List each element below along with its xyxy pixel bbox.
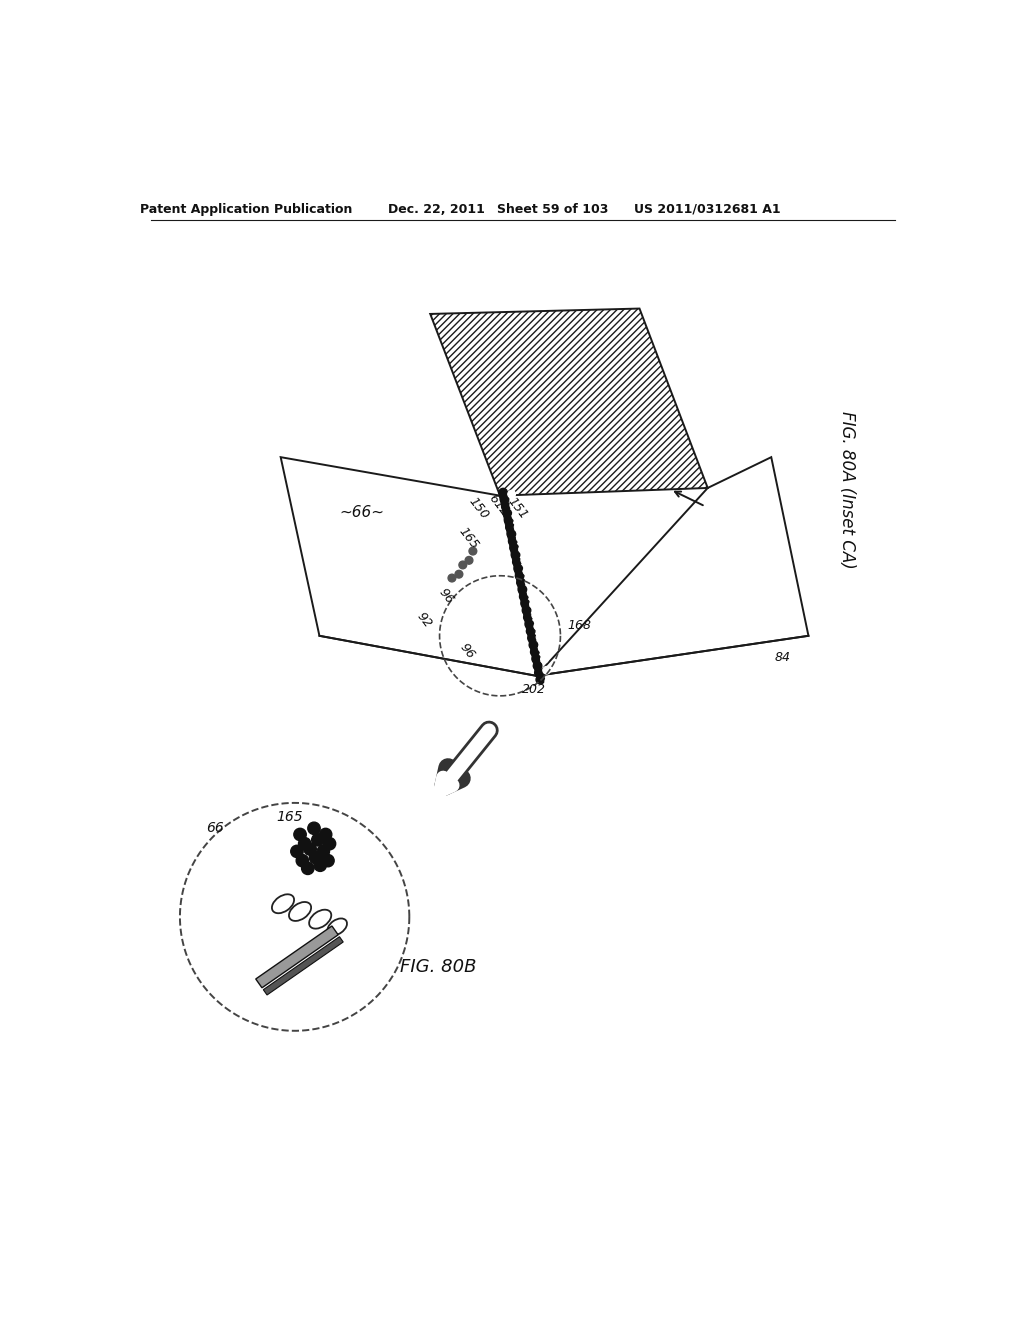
Text: 168: 168 [567,619,591,631]
Circle shape [523,568,530,576]
Circle shape [515,572,524,579]
Circle shape [324,837,336,850]
Circle shape [526,627,535,635]
Text: FIG. 80B: FIG. 80B [399,958,476,975]
Circle shape [516,535,524,543]
Circle shape [521,599,529,607]
Circle shape [537,634,544,642]
Circle shape [513,557,521,566]
Circle shape [500,495,509,504]
Circle shape [514,523,522,531]
Circle shape [499,488,507,496]
Text: 202: 202 [522,684,546,696]
Circle shape [522,606,530,615]
Text: 96: 96 [435,586,456,606]
Circle shape [508,490,515,498]
Circle shape [539,644,546,652]
Circle shape [530,648,539,656]
Text: Patent Application Publication: Patent Application Publication [139,203,352,215]
Polygon shape [430,309,708,496]
Text: 84: 84 [775,651,791,664]
Circle shape [535,668,543,677]
Circle shape [509,537,517,545]
Circle shape [322,854,334,867]
Circle shape [465,557,473,564]
Text: 96: 96 [457,642,477,661]
Circle shape [523,612,532,622]
Circle shape [527,634,537,643]
Circle shape [296,854,308,867]
Circle shape [511,550,520,560]
Circle shape [505,516,513,524]
Circle shape [531,611,540,619]
Text: 151: 151 [505,495,529,523]
Circle shape [291,845,303,858]
Bar [256,925,338,987]
Circle shape [308,822,321,834]
Circle shape [534,622,542,630]
Circle shape [518,585,526,594]
Circle shape [527,589,536,597]
Circle shape [506,523,514,532]
Bar [263,937,343,995]
Text: 66: 66 [206,821,223,836]
Polygon shape [537,457,809,676]
Circle shape [510,502,518,510]
Circle shape [309,851,322,863]
Circle shape [534,661,542,671]
Circle shape [529,640,538,649]
Circle shape [314,859,327,871]
Circle shape [529,601,538,609]
Circle shape [510,544,518,552]
Circle shape [519,593,528,601]
Ellipse shape [328,919,347,936]
Ellipse shape [289,902,311,921]
Circle shape [502,502,510,511]
Circle shape [536,676,545,684]
Circle shape [317,845,330,858]
Text: 612: 612 [486,491,511,519]
Text: 165: 165 [275,809,302,824]
Circle shape [319,829,332,841]
Text: FIG. 80A (Inset CA): FIG. 80A (Inset CA) [839,411,856,569]
Circle shape [543,667,551,675]
Circle shape [449,574,456,582]
Text: 92: 92 [414,610,434,631]
Circle shape [521,556,528,564]
Circle shape [507,529,516,539]
Circle shape [302,862,314,875]
Circle shape [299,837,311,850]
Circle shape [311,834,324,846]
Text: Dec. 22, 2011: Dec. 22, 2011 [388,203,485,215]
Circle shape [519,545,526,553]
Circle shape [180,803,410,1031]
Circle shape [514,565,522,573]
Circle shape [517,578,525,587]
Circle shape [503,510,512,517]
Circle shape [512,512,520,520]
Circle shape [545,677,553,685]
Polygon shape [281,457,537,676]
Circle shape [531,655,541,663]
Circle shape [541,655,548,663]
Text: US 2011/0312681 A1: US 2011/0312681 A1 [635,203,781,215]
Circle shape [525,620,534,628]
Circle shape [525,578,534,586]
Ellipse shape [309,909,332,929]
Text: Sheet 59 of 103: Sheet 59 of 103 [497,203,608,215]
Ellipse shape [272,894,294,913]
Text: 165: 165 [457,525,481,552]
Circle shape [304,843,316,855]
Circle shape [459,561,467,569]
Text: ~66~: ~66~ [340,506,385,520]
Circle shape [455,570,463,578]
Circle shape [469,548,477,554]
Circle shape [294,829,306,841]
Text: 150: 150 [466,495,490,523]
